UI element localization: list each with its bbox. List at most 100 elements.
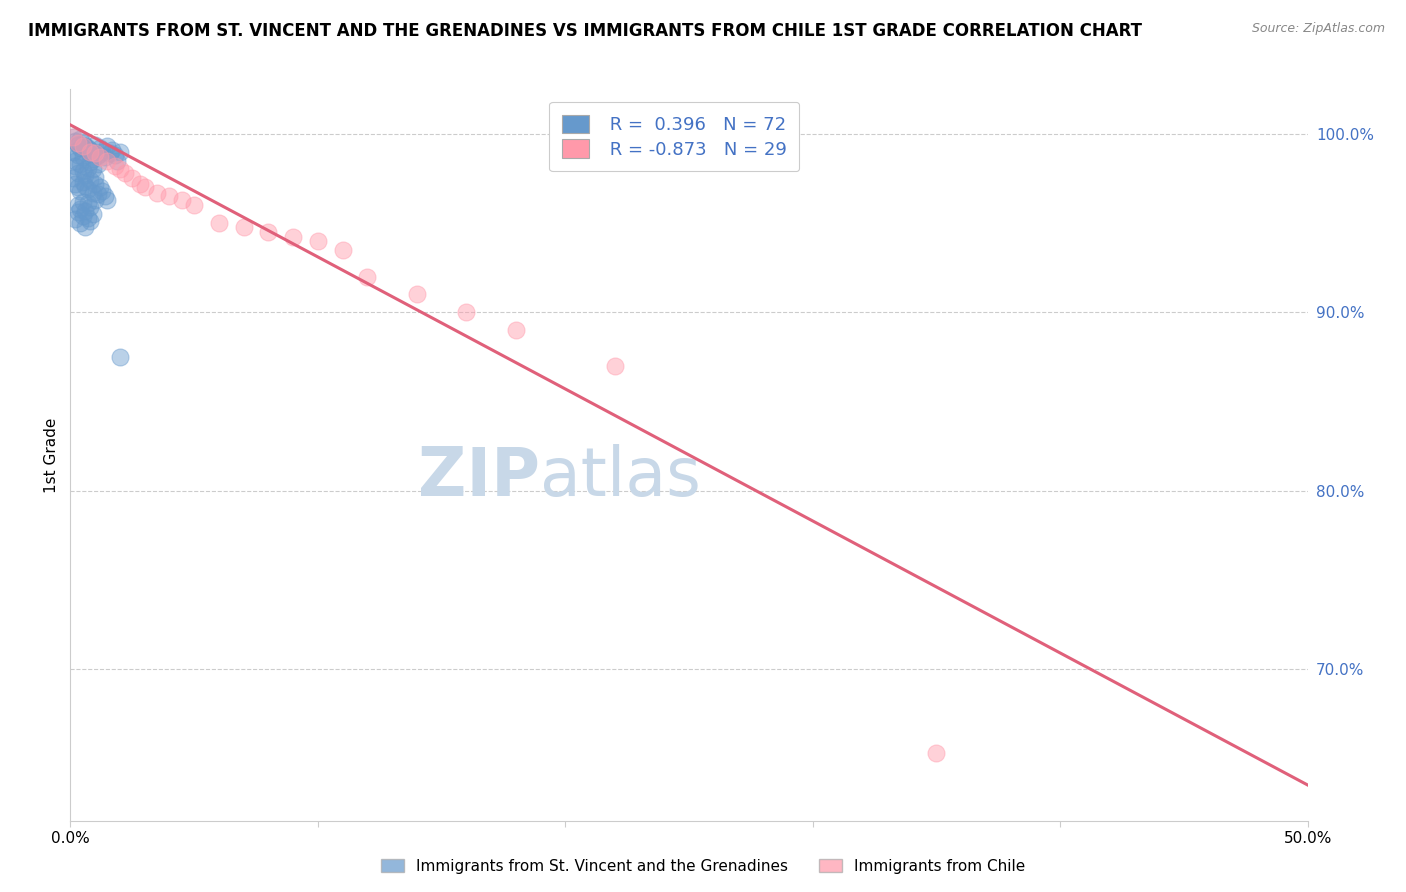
Point [75, 219, 97, 234]
Point [66, 148, 89, 162]
Point [281, 230, 304, 244]
Point [62, 171, 84, 186]
Point [79, 143, 101, 157]
Point [89, 150, 111, 164]
Point [65, 177, 87, 191]
Point [66, 198, 89, 212]
Point [75, 139, 97, 153]
Y-axis label: 1st Grade: 1st Grade [44, 417, 59, 492]
Point [69, 157, 91, 171]
Point [183, 198, 205, 212]
Point [72, 139, 94, 153]
Point [114, 166, 136, 180]
Point [208, 216, 231, 230]
Point [79, 200, 101, 214]
Point [65, 159, 87, 173]
Point [76, 211, 98, 225]
Point [76, 161, 98, 175]
Point [108, 145, 131, 159]
Point [134, 180, 156, 194]
Point [72, 209, 94, 223]
Point [405, 287, 427, 301]
Point [66, 205, 89, 219]
Point [257, 225, 280, 239]
Point [69, 141, 91, 155]
Legend: Immigrants from St. Vincent and the Grenadines, Immigrants from Chile: Immigrants from St. Vincent and the Gren… [375, 853, 1031, 880]
Point [104, 159, 127, 173]
Point [603, 359, 626, 373]
Point [94, 150, 117, 164]
Point [84, 146, 107, 161]
Point [105, 153, 128, 168]
Point [307, 234, 329, 248]
Point [75, 203, 97, 218]
Point [89, 180, 111, 194]
Point [356, 269, 378, 284]
Point [232, 219, 254, 234]
Point [66, 136, 89, 150]
Point [79, 145, 101, 159]
Point [86, 148, 108, 162]
Text: Source: ZipAtlas.com: Source: ZipAtlas.com [1251, 22, 1385, 36]
Point [72, 194, 94, 209]
Point [101, 143, 124, 157]
Point [108, 162, 131, 177]
Point [89, 141, 111, 155]
Text: atlas: atlas [540, 444, 702, 510]
Point [72, 136, 94, 150]
Point [456, 305, 478, 319]
Point [84, 169, 107, 184]
Point [170, 193, 193, 207]
Point [79, 155, 101, 169]
Point [91, 145, 114, 159]
Point [76, 182, 98, 196]
Point [84, 137, 107, 152]
Point [84, 146, 107, 161]
Point [86, 187, 108, 202]
Point [72, 150, 94, 164]
Point [72, 175, 94, 189]
Point [66, 166, 89, 180]
Point [76, 196, 98, 211]
Point [82, 207, 104, 221]
Point [157, 189, 180, 203]
Point [84, 177, 107, 191]
Point [65, 153, 87, 168]
Point [79, 214, 101, 228]
Point [86, 157, 108, 171]
Point [69, 184, 91, 198]
Point [62, 130, 84, 145]
Point [84, 193, 107, 207]
Point [128, 177, 150, 191]
Point [76, 143, 98, 157]
Point [86, 148, 108, 162]
Point [146, 186, 169, 200]
Point [925, 746, 948, 760]
Point [108, 350, 131, 364]
Text: ZIP: ZIP [419, 444, 540, 510]
Point [62, 130, 84, 145]
Point [332, 243, 354, 257]
Point [96, 153, 118, 168]
Point [76, 141, 98, 155]
Point [66, 180, 89, 194]
Point [65, 134, 87, 148]
Point [96, 139, 118, 153]
Point [75, 178, 97, 193]
Point [82, 145, 104, 159]
Point [69, 202, 91, 216]
Point [79, 146, 101, 161]
Point [72, 164, 94, 178]
Point [79, 173, 101, 187]
Point [82, 152, 104, 166]
Point [505, 323, 527, 337]
Point [82, 162, 104, 177]
Point [69, 216, 91, 230]
Point [121, 171, 143, 186]
Point [91, 184, 114, 198]
Point [75, 168, 97, 182]
Point [96, 193, 118, 207]
Text: IMMIGRANTS FROM ST. VINCENT AND THE GRENADINES VS IMMIGRANTS FROM CHILE 1ST GRAD: IMMIGRANTS FROM ST. VINCENT AND THE GREN… [28, 22, 1142, 40]
Point [75, 139, 97, 153]
Point [82, 186, 104, 200]
